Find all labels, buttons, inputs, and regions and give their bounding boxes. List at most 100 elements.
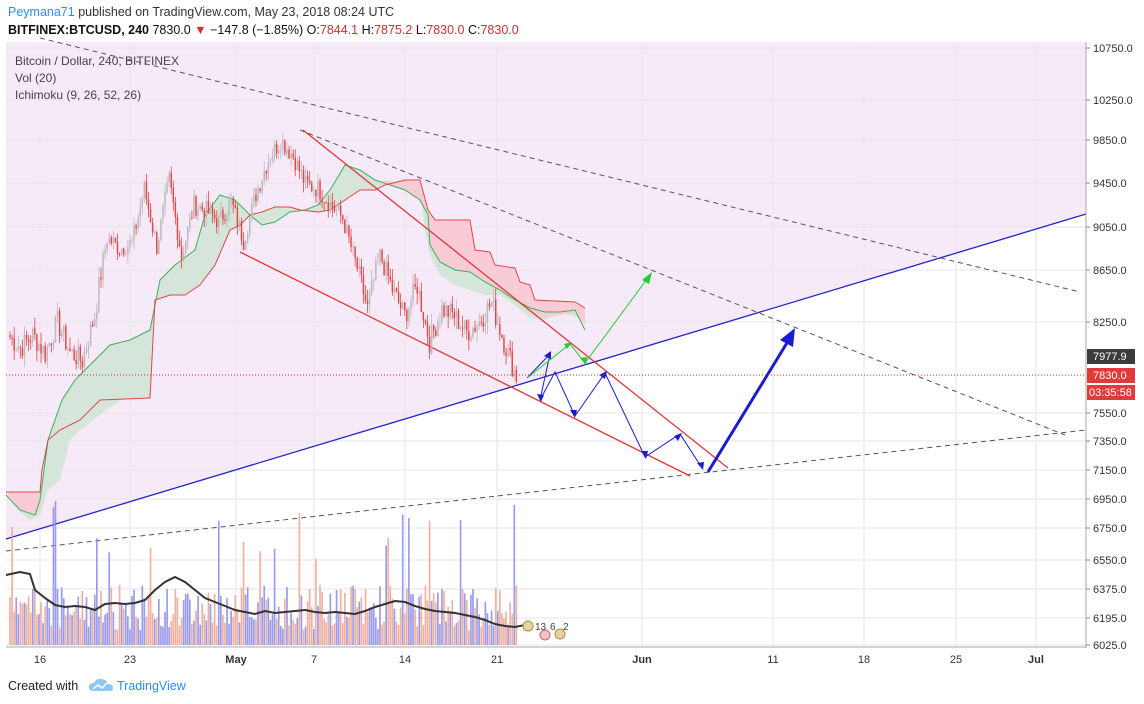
candle-body — [313, 189, 315, 191]
vertical-gridlines — [39, 42, 1037, 647]
volume-bar — [300, 595, 303, 645]
volume-bar — [271, 614, 274, 645]
volume-bar — [418, 596, 421, 645]
volume-bar — [263, 585, 266, 645]
candle-body — [129, 240, 131, 247]
candle-body — [509, 347, 511, 351]
candle-body — [11, 337, 13, 339]
candle-body — [32, 328, 34, 343]
blue-arrowhead-3 — [570, 410, 577, 418]
volume-bar — [341, 623, 344, 645]
blue-arrowhead-7 — [697, 462, 704, 470]
kumo-early-bear — [6, 492, 42, 514]
x-tick-label: May — [225, 654, 247, 666]
y-tick-label: 9050.0 — [1093, 222, 1127, 234]
candle-body — [275, 144, 278, 154]
candle-body — [387, 261, 389, 277]
volume-bar — [267, 597, 270, 645]
axis-price-labels: 7977.9 7830.0 03:35:58 — [1087, 349, 1135, 400]
volume-bar — [67, 606, 69, 645]
candle-body — [201, 206, 203, 210]
candle-body — [203, 209, 206, 218]
volume-bar — [507, 624, 509, 645]
candle-body — [242, 240, 245, 250]
candle-body — [439, 321, 441, 323]
candle-body — [273, 144, 276, 157]
dashed-lower-support — [5, 429, 1087, 552]
candle-body — [211, 206, 214, 215]
volume-bar — [488, 624, 491, 645]
candle-body — [474, 327, 476, 332]
volume-bar — [234, 594, 237, 645]
candle-body — [300, 170, 303, 172]
candle-body — [224, 219, 226, 222]
candle-body — [327, 202, 330, 211]
volume-bar — [279, 625, 282, 645]
volume-bar — [414, 609, 416, 645]
candle-body — [468, 330, 470, 341]
volume-bar — [482, 618, 485, 645]
volume-bar — [451, 600, 454, 645]
x-tick-label: 18 — [858, 654, 870, 666]
volume-bar — [248, 616, 251, 645]
volume-bar — [226, 598, 228, 645]
candle-body — [414, 284, 416, 287]
volume-bar — [36, 614, 38, 645]
legend-ichimoku[interactable]: Ichimoku (9, 26, 52, 26) — [15, 88, 142, 102]
candle-body — [277, 149, 280, 154]
candle-body — [381, 249, 383, 263]
green-arrowhead-2 — [564, 342, 572, 349]
candle-body — [147, 199, 150, 210]
candle-body — [67, 348, 69, 350]
dashed-steep-resistance — [299, 129, 1066, 436]
legend-volume[interactable]: Vol (20) — [15, 71, 57, 85]
volume-bar — [265, 599, 268, 645]
candle-body — [170, 172, 172, 188]
candle-body — [499, 324, 501, 335]
volume-bar — [91, 607, 94, 645]
volume-bar — [317, 605, 319, 645]
countdown-label-bg — [1087, 385, 1135, 400]
candle-body — [373, 279, 375, 281]
candle-body — [511, 350, 513, 376]
x-tick-label: 25 — [950, 654, 962, 666]
y-tick-label: 7550.0 — [1093, 408, 1127, 420]
candle-body — [449, 303, 451, 317]
candle-body — [375, 261, 377, 280]
volume-bar — [244, 594, 247, 645]
volume-bar — [230, 611, 232, 645]
volume-bar — [73, 611, 75, 645]
volume-bar — [496, 611, 499, 645]
volume-bar — [158, 599, 160, 645]
candle-body — [187, 227, 189, 242]
candle-body — [29, 341, 32, 343]
volume-bar — [15, 597, 18, 645]
candle-body — [232, 197, 234, 206]
candle-body — [191, 217, 193, 219]
candle-body — [102, 253, 104, 280]
candle-body — [323, 202, 325, 204]
time-axis[interactable]: 16 23 May 7 14 21 Jun 11 18 25 Jul — [34, 654, 1044, 666]
candle-body — [379, 249, 381, 262]
candle-body — [38, 344, 40, 351]
volume-bar — [81, 591, 84, 645]
publisher-link[interactable]: Peymana71 — [8, 5, 75, 19]
candle-body — [83, 352, 86, 368]
candle-body — [325, 202, 327, 204]
volume-bar — [129, 629, 131, 645]
candle-body — [453, 312, 456, 318]
candle-body — [408, 308, 410, 322]
volume-bar — [282, 628, 284, 645]
big-blue-arrowhead — [780, 328, 795, 347]
candle-body — [182, 253, 185, 259]
tradingview-link[interactable]: TradingView — [117, 679, 186, 693]
price-axis[interactable]: 10750.0 10250.0 9850.0 9450.0 9050.0 8650.0 82… — [1086, 43, 1133, 652]
volume-bar — [501, 613, 503, 645]
candle-body — [346, 224, 348, 233]
candle-body — [19, 347, 22, 349]
dashed-trendlines — [5, 37, 1087, 552]
candle-body — [249, 216, 251, 235]
volume-bar — [112, 612, 115, 645]
volume-bar — [145, 616, 148, 645]
